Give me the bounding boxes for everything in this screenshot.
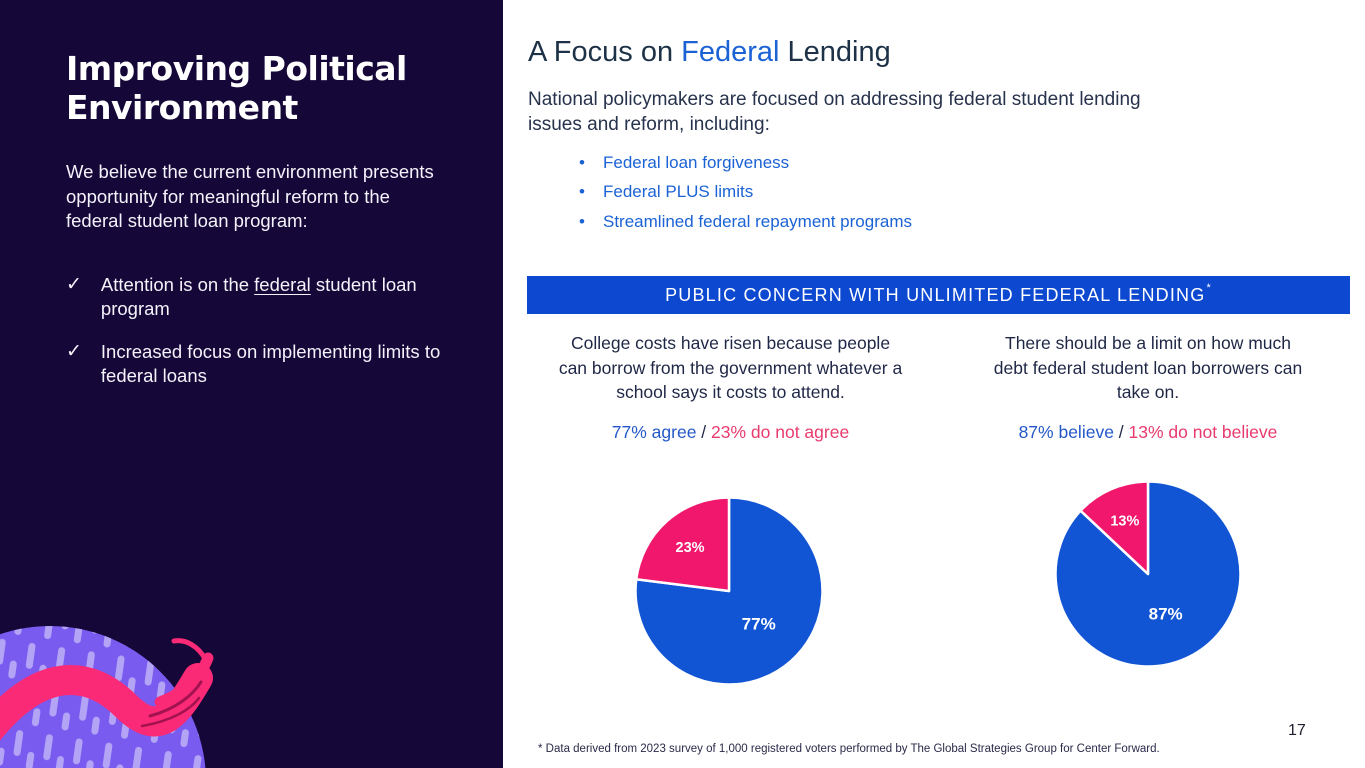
focus-bullet-list: Federal loan forgiveness Federal PLUS li… [579, 152, 912, 240]
banner-text: PUBLIC CONCERN WITH UNLIMITED FEDERAL LE… [665, 284, 1206, 305]
svg-text:77%: 77% [742, 615, 776, 634]
page-title: A Focus on Federal Lending [528, 36, 891, 68]
list-item: Federal PLUS limits [579, 181, 912, 203]
stat-line: 77% agree / 23% do not agree [528, 422, 933, 443]
stat-separator: / [696, 421, 712, 442]
checklist-item-text: Attention is on the federal student loan… [100, 274, 417, 320]
stat-line: 87% believe / 13% do not believe [943, 422, 1353, 443]
question-column-college-costs: College costs have risen because people … [528, 331, 933, 443]
banner-asterisk: * [1206, 282, 1212, 294]
question-column-debt-limit: There should be a limit on how much debt… [943, 331, 1353, 443]
svg-text:23%: 23% [676, 540, 705, 556]
decorative-brush-circle [0, 626, 214, 768]
checklist-item: ✓ Attention is on the federal student lo… [66, 273, 466, 321]
question-text: There should be a limit on how much debt… [993, 333, 1303, 402]
checklist-item: ✓ Increased focus on implementing limits… [66, 340, 466, 388]
checkmark-icon: ✓ [66, 341, 82, 363]
sidebar: Improving Political Environment We belie… [0, 0, 503, 768]
list-item: Federal loan forgiveness [579, 152, 912, 174]
stat-positive: 77% agree [611, 421, 697, 442]
checkmark-icon: ✓ [66, 274, 82, 295]
subheading: National policymakers are focused on add… [528, 89, 1141, 136]
pie-chart-college-costs: 77% 23% [634, 496, 824, 686]
sidebar-intro: We believe the current environment prese… [66, 161, 434, 232]
svg-text:13%: 13% [1110, 514, 1139, 530]
footnote: * Data derived from 2023 survey of 1,000… [538, 743, 1160, 755]
stat-negative: 23% do not agree [711, 421, 850, 442]
svg-text:87%: 87% [1149, 605, 1183, 624]
checklist-item-text: Increased focus on implementing limits t… [100, 341, 441, 387]
pie-chart-debt-limit: 87% 13% [1054, 480, 1242, 668]
stat-positive: 87% believe [1018, 421, 1114, 442]
page-title-highlight: Federal [681, 36, 780, 68]
stat-separator: / [1113, 421, 1129, 442]
sidebar-title: Improving Political Environment [66, 49, 407, 127]
question-text: College costs have risen because people … [558, 333, 903, 402]
list-item: Streamlined federal repayment programs [579, 211, 912, 233]
sidebar-checklist: ✓ Attention is on the federal student lo… [66, 273, 466, 388]
section-banner: PUBLIC CONCERN WITH UNLIMITED FEDERAL LE… [527, 276, 1350, 314]
stat-negative: 13% do not believe [1128, 421, 1278, 442]
page-number: 17 [1288, 722, 1306, 739]
